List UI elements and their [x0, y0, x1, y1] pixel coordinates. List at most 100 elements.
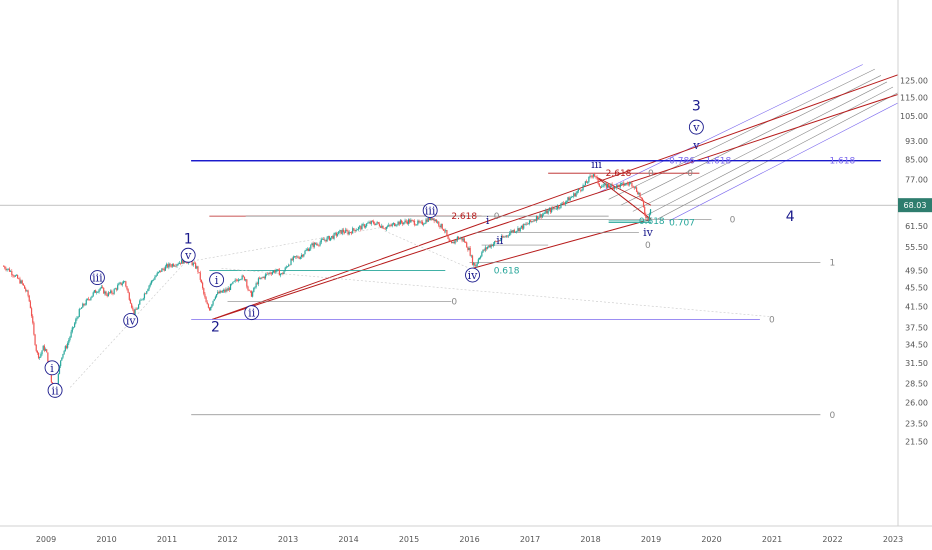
- candle-body: [133, 309, 135, 316]
- candle-body: [139, 300, 141, 305]
- candle-body: [469, 247, 471, 256]
- candle-body: [83, 303, 85, 306]
- candle-body: [450, 241, 453, 244]
- candle-body: [265, 273, 268, 275]
- candle-body: [538, 217, 540, 220]
- fan-line[interactable]: [644, 86, 894, 217]
- fan-line[interactable]: [596, 64, 863, 194]
- candle-body: [452, 241, 454, 244]
- candle-body: [107, 292, 109, 297]
- projection-line[interactable]: [185, 219, 428, 263]
- candle-body: [487, 246, 489, 249]
- candle-body: [63, 350, 65, 354]
- candle-body: [62, 353, 64, 358]
- candle-body: [637, 191, 639, 195]
- candle-body: [317, 244, 319, 246]
- candle-body: [148, 285, 150, 290]
- candle-body: [524, 223, 526, 225]
- candle-body: [610, 183, 612, 187]
- candle-body: [28, 295, 30, 302]
- candle-body: [21, 280, 23, 284]
- candle-body: [473, 263, 475, 265]
- candle-body: [250, 291, 253, 297]
- candle-body: [424, 223, 426, 225]
- projection-line[interactable]: [221, 268, 773, 318]
- candle-body: [215, 294, 218, 297]
- candle-body: [540, 214, 542, 218]
- candle-body: [302, 255, 304, 257]
- candle-body: [575, 192, 577, 197]
- wave-label-circled-iii2-circle: [422, 203, 438, 218]
- candle-body: [87, 298, 90, 300]
- candle-body: [353, 228, 355, 230]
- candle-body: [43, 345, 45, 351]
- candle-body: [177, 263, 179, 265]
- trend-line[interactable]: [212, 71, 906, 320]
- candle-body: [527, 223, 529, 225]
- candle-body: [270, 273, 272, 275]
- candle-body: [191, 261, 193, 266]
- candle-body: [421, 221, 424, 225]
- candle-body: [259, 278, 261, 279]
- trend-line[interactable]: [596, 176, 652, 206]
- candle-body: [467, 247, 469, 251]
- candle-body: [645, 214, 647, 219]
- y-tick-label: 85.00: [905, 155, 928, 164]
- candle-body: [324, 239, 326, 241]
- candle-body: [463, 238, 465, 243]
- candle-body: [583, 185, 585, 186]
- trend-line[interactable]: [596, 176, 652, 220]
- wave-label-circled-iv2: iv: [468, 269, 479, 282]
- candle-body: [206, 302, 208, 305]
- candle-body: [339, 230, 341, 232]
- candle-body: [151, 280, 154, 281]
- projection-line[interactable]: [384, 230, 470, 269]
- candle-body: [29, 301, 32, 309]
- fib-level-label: 0: [829, 411, 835, 421]
- trend-line[interactable]: [472, 218, 652, 269]
- fan-line[interactable]: [656, 91, 900, 220]
- candle-body: [309, 248, 311, 251]
- candle-body: [238, 279, 240, 282]
- candle-body: [253, 287, 255, 293]
- fan-line[interactable]: [608, 68, 875, 200]
- candle-body: [172, 264, 175, 267]
- candle-body: [326, 237, 328, 242]
- candle-body: [462, 238, 464, 241]
- wave-label-iii: iii: [591, 158, 602, 171]
- last-price-label: 68.03: [904, 201, 927, 210]
- candle-body: [502, 236, 504, 238]
- candle-body: [619, 183, 621, 188]
- fan-line[interactable]: [620, 75, 882, 206]
- candle-body: [91, 295, 93, 298]
- fan-line[interactable]: [632, 81, 888, 212]
- candle-body: [478, 257, 481, 260]
- wave-label-3: 3: [692, 98, 701, 114]
- time-axis[interactable]: [0, 526, 898, 550]
- candle-body: [96, 292, 98, 294]
- candle-body: [590, 175, 592, 177]
- candle-body: [403, 222, 405, 225]
- candle-body: [292, 256, 294, 261]
- candle-body: [94, 290, 97, 293]
- candle-body: [290, 258, 292, 265]
- candle-body: [423, 224, 425, 225]
- candle-body: [305, 249, 307, 251]
- candle-body: [477, 259, 479, 264]
- candle-body: [229, 284, 232, 290]
- candle-body: [368, 222, 370, 224]
- candle-body: [298, 257, 300, 259]
- candle-body: [156, 272, 158, 276]
- candle-body: [340, 230, 342, 234]
- wave-label-circled-v-circle: [180, 247, 196, 263]
- candle-body: [295, 256, 297, 257]
- candle-body: [570, 197, 573, 198]
- wave-label-circled-i-circle: [44, 360, 60, 376]
- candle-body: [71, 327, 73, 332]
- candle-body: [18, 278, 20, 280]
- candle-body: [605, 183, 607, 188]
- candle-body: [532, 221, 534, 222]
- price-axis[interactable]: [898, 0, 932, 526]
- candle-body: [186, 262, 189, 264]
